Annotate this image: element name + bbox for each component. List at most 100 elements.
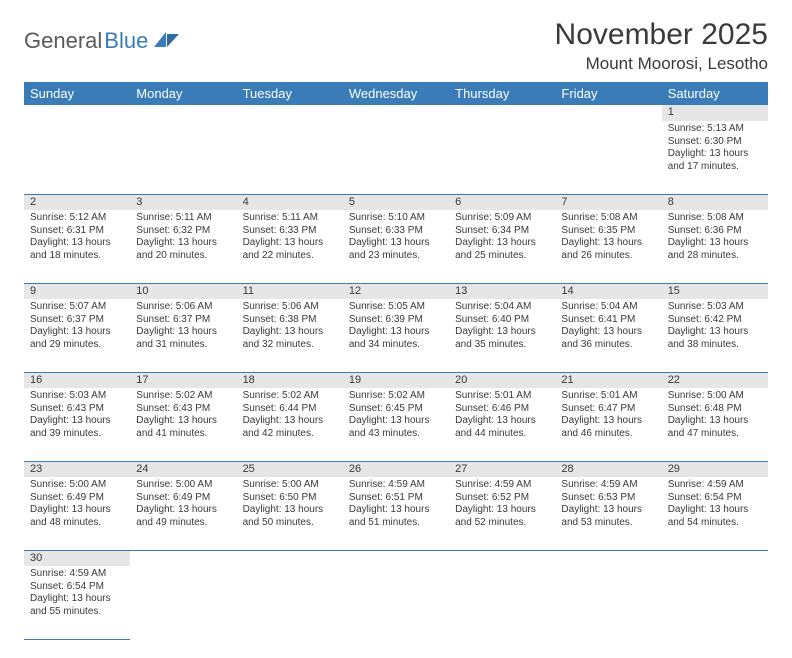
sunset-text: Sunset: 6:42 PM	[668, 314, 762, 327]
day-number-row: 1	[24, 105, 768, 121]
day-cell: Sunrise: 5:03 AMSunset: 6:42 PMDaylight:…	[662, 299, 768, 372]
sunset-text: Sunset: 6:54 PM	[30, 581, 124, 594]
sunset-text: Sunset: 6:49 PM	[30, 492, 124, 505]
day-number	[237, 105, 343, 121]
day-details: Sunrise: 4:59 AMSunset: 6:51 PMDaylight:…	[343, 477, 449, 531]
day-cell: Sunrise: 5:04 AMSunset: 6:41 PMDaylight:…	[555, 299, 661, 372]
day-details: Sunrise: 5:06 AMSunset: 6:38 PMDaylight:…	[237, 299, 343, 353]
sunset-text: Sunset: 6:44 PM	[243, 403, 337, 416]
day-number: 29	[662, 461, 768, 477]
day-number-row: 23242526272829	[24, 461, 768, 477]
daylight-text: Daylight: 13 hours	[561, 504, 655, 517]
daylight-text: Daylight: 13 hours	[668, 326, 762, 339]
day-cell	[555, 121, 661, 194]
day-cell: Sunrise: 5:01 AMSunset: 6:46 PMDaylight:…	[449, 388, 555, 461]
day-header: Tuesday	[237, 82, 343, 105]
week-row: Sunrise: 4:59 AMSunset: 6:54 PMDaylight:…	[24, 566, 768, 639]
logo: GeneralBlue	[24, 28, 180, 54]
day-cell	[449, 566, 555, 639]
sunset-text: Sunset: 6:50 PM	[243, 492, 337, 505]
day-details: Sunrise: 5:09 AMSunset: 6:34 PMDaylight:…	[449, 210, 555, 264]
sunrise-text: Sunrise: 5:00 AM	[30, 479, 124, 492]
day-cell: Sunrise: 5:11 AMSunset: 6:32 PMDaylight:…	[130, 210, 236, 283]
daylight-text: and 54 minutes.	[668, 517, 762, 530]
daylight-text: and 48 minutes.	[30, 517, 124, 530]
daylight-text: Daylight: 13 hours	[349, 415, 443, 428]
day-cell: Sunrise: 4:59 AMSunset: 6:53 PMDaylight:…	[555, 477, 661, 550]
sunrise-text: Sunrise: 5:07 AM	[30, 301, 124, 314]
daylight-text: and 43 minutes.	[349, 428, 443, 441]
sunset-text: Sunset: 6:34 PM	[455, 225, 549, 238]
sunrise-text: Sunrise: 5:10 AM	[349, 212, 443, 225]
day-number: 6	[449, 194, 555, 210]
day-details: Sunrise: 5:08 AMSunset: 6:35 PMDaylight:…	[555, 210, 661, 264]
day-cell	[662, 566, 768, 639]
day-header-row: Sunday Monday Tuesday Wednesday Thursday…	[24, 82, 768, 105]
day-number-row: 2345678	[24, 194, 768, 210]
sunset-text: Sunset: 6:37 PM	[30, 314, 124, 327]
day-number: 17	[130, 372, 236, 388]
day-cell	[343, 121, 449, 194]
sunset-text: Sunset: 6:30 PM	[668, 136, 762, 149]
day-number: 19	[343, 372, 449, 388]
day-number: 14	[555, 283, 661, 299]
daylight-text: Daylight: 13 hours	[30, 593, 124, 606]
day-details: Sunrise: 5:08 AMSunset: 6:36 PMDaylight:…	[662, 210, 768, 264]
day-header: Sunday	[24, 82, 130, 105]
day-cell	[343, 566, 449, 639]
sunrise-text: Sunrise: 5:02 AM	[136, 390, 230, 403]
daylight-text: Daylight: 13 hours	[455, 237, 549, 250]
sunset-text: Sunset: 6:43 PM	[136, 403, 230, 416]
sunset-text: Sunset: 6:33 PM	[349, 225, 443, 238]
day-number: 23	[24, 461, 130, 477]
sunset-text: Sunset: 6:32 PM	[136, 225, 230, 238]
day-number: 7	[555, 194, 661, 210]
day-cell: Sunrise: 5:08 AMSunset: 6:35 PMDaylight:…	[555, 210, 661, 283]
daylight-text: and 44 minutes.	[455, 428, 549, 441]
sunset-text: Sunset: 6:33 PM	[243, 225, 337, 238]
day-details: Sunrise: 5:13 AMSunset: 6:30 PMDaylight:…	[662, 121, 768, 175]
day-number: 16	[24, 372, 130, 388]
sunset-text: Sunset: 6:35 PM	[561, 225, 655, 238]
day-cell	[237, 121, 343, 194]
daylight-text: and 31 minutes.	[136, 339, 230, 352]
day-cell: Sunrise: 4:59 AMSunset: 6:54 PMDaylight:…	[24, 566, 130, 639]
sail-icon	[154, 30, 180, 53]
sunset-text: Sunset: 6:41 PM	[561, 314, 655, 327]
sunset-text: Sunset: 6:36 PM	[668, 225, 762, 238]
daylight-text: and 28 minutes.	[668, 250, 762, 263]
daylight-text: and 23 minutes.	[349, 250, 443, 263]
day-cell: Sunrise: 5:07 AMSunset: 6:37 PMDaylight:…	[24, 299, 130, 372]
day-number: 24	[130, 461, 236, 477]
day-number	[449, 105, 555, 121]
day-number: 4	[237, 194, 343, 210]
day-number: 13	[449, 283, 555, 299]
day-number-row: 9101112131415	[24, 283, 768, 299]
day-details: Sunrise: 5:02 AMSunset: 6:45 PMDaylight:…	[343, 388, 449, 442]
daylight-text: and 49 minutes.	[136, 517, 230, 530]
sunrise-text: Sunrise: 5:01 AM	[455, 390, 549, 403]
day-details: Sunrise: 5:02 AMSunset: 6:44 PMDaylight:…	[237, 388, 343, 442]
sunrise-text: Sunrise: 5:11 AM	[243, 212, 337, 225]
day-cell: Sunrise: 5:12 AMSunset: 6:31 PMDaylight:…	[24, 210, 130, 283]
day-number: 27	[449, 461, 555, 477]
sunrise-text: Sunrise: 4:59 AM	[349, 479, 443, 492]
day-number: 26	[343, 461, 449, 477]
day-cell: Sunrise: 5:02 AMSunset: 6:45 PMDaylight:…	[343, 388, 449, 461]
sunrise-text: Sunrise: 5:06 AM	[136, 301, 230, 314]
day-cell: Sunrise: 5:03 AMSunset: 6:43 PMDaylight:…	[24, 388, 130, 461]
week-row: Sunrise: 5:07 AMSunset: 6:37 PM Daylight:…	[24, 299, 768, 372]
day-details: Sunrise: 5:00 AMSunset: 6:48 PMDaylight:…	[662, 388, 768, 442]
daylight-text: Daylight: 13 hours	[668, 415, 762, 428]
sunset-text: Sunset: 6:53 PM	[561, 492, 655, 505]
day-number: 10	[130, 283, 236, 299]
day-cell: Sunrise: 5:00 AMSunset: 6:49 PMDaylight:…	[130, 477, 236, 550]
day-details: Sunrise: 5:11 AMSunset: 6:33 PMDaylight:…	[237, 210, 343, 264]
sunrise-text: Sunrise: 5:04 AM	[455, 301, 549, 314]
sunset-text: Sunset: 6:46 PM	[455, 403, 549, 416]
daylight-text: Daylight: 13 hours	[668, 237, 762, 250]
day-details: Sunrise: 5:06 AMSunset: 6:37 PMDaylight:…	[130, 299, 236, 353]
day-number: 15	[662, 283, 768, 299]
sunset-text: Sunset: 6:45 PM	[349, 403, 443, 416]
location-text: Mount Moorosi, Lesotho	[555, 54, 768, 74]
